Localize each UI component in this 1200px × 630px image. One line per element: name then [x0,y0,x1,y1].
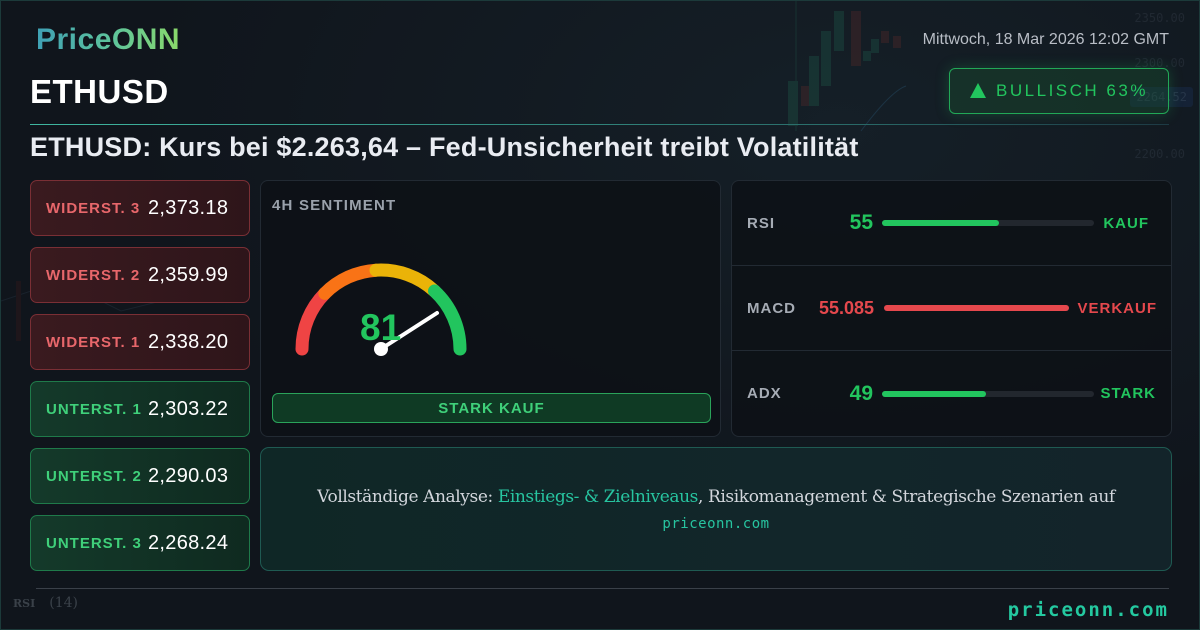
resistance-level-2: WIDERST. 2 2,359.99 [30,247,250,303]
indicator-bar-fill [882,390,986,397]
price-levels: WIDERST. 3 2,373.18 WIDERST. 2 2,359.99 … [30,180,250,571]
sentiment-title: 4H SENTIMENT [272,197,397,214]
sentiment-badge: BULLISCH 63% [949,68,1169,114]
sentiment-gauge-icon [295,263,467,356]
background-rsi-label: RSI (14) [13,595,78,611]
indicator-value: 49 [849,381,873,405]
level-value: 2,373.18 [148,196,229,219]
cta-suffix: , Risikomanagement & Strategische Szenar… [697,487,1115,507]
level-label: WIDERST. 3 [46,199,141,217]
indicator-signal: KAUF [1103,214,1149,232]
indicator-row-macd: MACD 55.085 VERKAUF [732,266,1171,351]
cta-prefix: Vollständige Analyse: [317,487,498,507]
indicator-bar [882,390,1094,397]
support-level-2: UNTERST. 2 2,290.03 [30,448,250,504]
indicator-value: 55.085 [818,297,874,318]
headline: ETHUSD: Kurs bei $2.263,64 – Fed-Unsiche… [30,132,859,162]
sentiment-signal-badge: STARK KAUF [272,393,711,423]
indicator-name: MACD [747,299,796,317]
sentiment-card: 4H SENTIMENT 81 STARK KAUF [260,180,721,437]
level-value: 2,290.03 [148,464,229,487]
indicator-row-rsi: RSI 55 KAUF [732,181,1171,266]
indicator-row-adx: ADX 49 STARK [732,351,1171,436]
symbol-title: ETHUSD [30,73,169,110]
indicator-signal: VERKAUF [1077,299,1157,317]
axis-label: 2350.00 [1134,11,1185,25]
support-level-1: UNTERST. 1 2,303.22 [30,381,250,437]
sentiment-badge-label: BULLISCH 63% [996,81,1148,100]
level-label: UNTERST. 3 [46,534,142,552]
datetime: Mittwoch, 18 Mar 2026 12:02 GMT [922,31,1169,48]
footer-link[interactable]: priceonn.com [1007,599,1169,621]
analysis-cta[interactable]: Vollständige Analyse: Einstiegs- & Zieln… [260,447,1172,571]
level-label: UNTERST. 1 [46,400,142,418]
resistance-level-3: WIDERST. 3 2,373.18 [30,180,250,236]
resistance-level-1: WIDERST. 1 2,338.20 [30,314,250,370]
sentiment-score: 81 [360,307,402,348]
rsi-period: (14) [49,595,78,611]
header-divider [30,124,1169,125]
priceonn-logo: PriceONN [36,23,181,56]
level-label: UNTERST. 2 [46,467,142,485]
level-value: 2,359.99 [148,263,229,286]
level-value: 2,268.24 [148,531,229,554]
cta-text: Vollständige Analyse: Einstiegs- & Zieln… [261,487,1171,507]
indicator-name: ADX [747,385,782,402]
indicators-card: RSI 55 KAUF MACD 55.085 VERKAUF ADX 49 S… [731,180,1172,437]
indicator-bar-fill [882,220,999,226]
indicator-bar [882,220,1094,226]
indicator-signal: STARK [1100,385,1156,402]
axis-label: 2200.00 [1134,147,1185,161]
indicator-bar-fill [884,305,1069,311]
support-level-3: UNTERST. 3 2,268.24 [30,515,250,571]
level-value: 2,303.22 [148,397,229,420]
level-label: WIDERST. 1 [46,333,141,351]
footer-divider [36,588,1169,589]
triangle-up-icon [970,82,987,98]
indicator-value: 55 [849,211,873,234]
cta-highlight: Einstiegs- & Zielniveaus [497,487,699,507]
indicator-bar [884,305,1069,311]
level-value: 2,338.20 [148,330,229,353]
level-label: WIDERST. 2 [46,266,141,284]
indicator-name: RSI [747,214,776,232]
cta-link[interactable]: priceonn.com [662,516,770,532]
rsi-label: RSI [13,597,36,610]
